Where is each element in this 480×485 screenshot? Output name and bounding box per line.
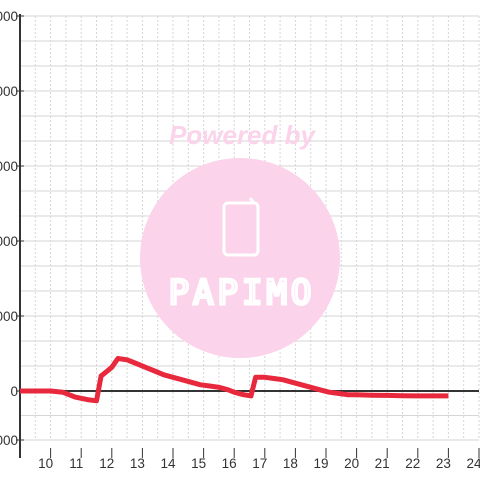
phone-antenna [248, 197, 256, 204]
x-tick-label: 11 [69, 456, 83, 471]
y-tick-label: 30,000 [0, 309, 18, 324]
x-tick-label: 22 [405, 456, 420, 471]
y-tick-label: 150,000 [0, 9, 18, 24]
x-tick-label: 17 [252, 456, 267, 471]
y-tick-label: 120,000 [0, 84, 18, 99]
phone-body [222, 201, 260, 257]
y-tick-label: -20,000 [0, 433, 18, 448]
y-tick-label: 0 [10, 384, 18, 399]
y-tick-label: 90,000 [0, 159, 18, 174]
watermark-circle [140, 158, 340, 358]
series-layer [20, 356, 449, 404]
x-tick-label: 10 [38, 456, 53, 471]
series-line [20, 356, 449, 404]
x-tick-label: 24 [466, 456, 480, 471]
watermark-powered-by: Powered by [169, 120, 316, 150]
watermark: Powered by PAPIMO [140, 120, 340, 358]
x-tick-label: 13 [130, 456, 145, 471]
y-tick-label: 60,000 [0, 234, 18, 249]
x-tick-label: 21 [375, 456, 390, 471]
watermark-brand: PAPIMO [169, 273, 316, 313]
tick-labels: 150,000 120,000 90,000 60,000 30,000 0 -20,000… [0, 9, 480, 471]
x-tick-label: 19 [313, 456, 328, 471]
phone-icon [222, 197, 260, 257]
x-tick-label: 12 [99, 456, 114, 471]
x-tick-label: 20 [344, 456, 359, 471]
x-tick-label: 23 [436, 456, 451, 471]
x-tick-label: 15 [191, 456, 206, 471]
x-tick-label: 14 [160, 456, 176, 471]
x-tick-label: 18 [283, 456, 298, 471]
x-tick-label: 16 [222, 456, 237, 471]
